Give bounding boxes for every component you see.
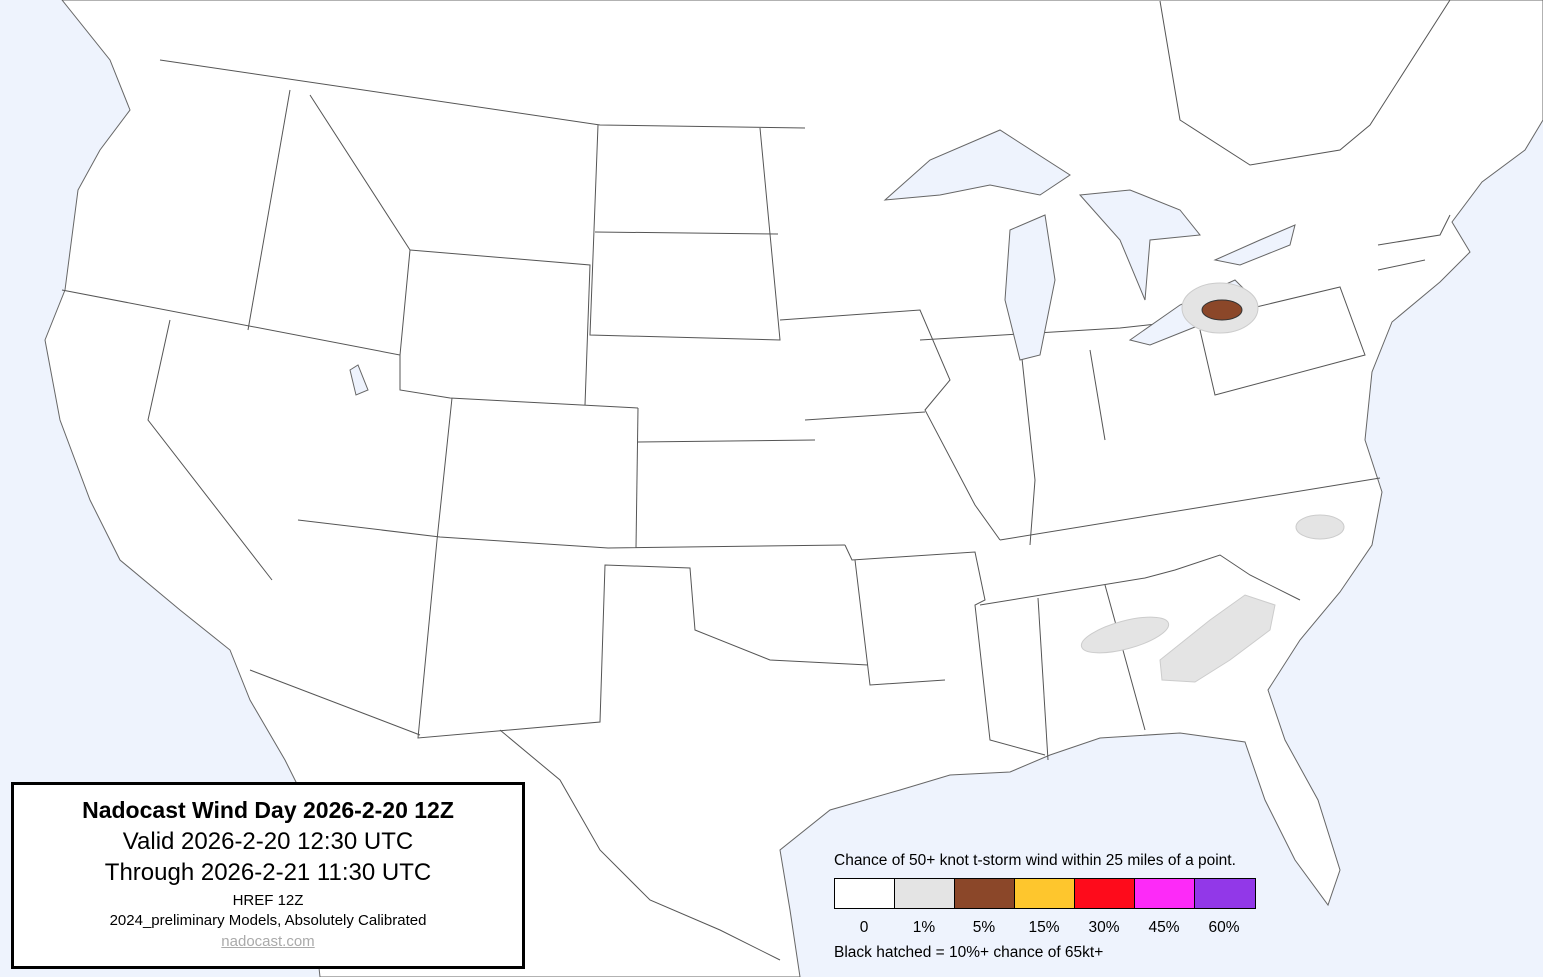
model-run: HREF 12Z — [232, 892, 304, 909]
through-time: Through 2026-2-21 11:30 UTC — [104, 859, 432, 886]
legend-swatch — [895, 879, 955, 908]
hatch-note: Black hatched = 10%+ chance of 65kt+ — [834, 944, 1104, 961]
legend-swatch — [835, 879, 895, 908]
legend-swatch — [955, 879, 1015, 908]
legend-label: 30% — [1088, 919, 1120, 936]
legend-labels: 0 1% 5% 15% 30% 45% 60% — [834, 919, 1254, 937]
legend-swatch — [1075, 879, 1135, 908]
valid-time: Valid 2026-2-20 12:30 UTC — [122, 828, 414, 855]
calibration-note: 2024_preliminary Models, Absolutely Cali… — [109, 912, 427, 929]
legend-color-bar — [834, 878, 1256, 909]
risk-area-1pct — [1295, 514, 1345, 540]
legend-label: 5% — [972, 919, 996, 936]
land-mass — [44, 0, 1543, 977]
legend-swatch — [1195, 879, 1255, 908]
legend-label: 1% — [912, 919, 936, 936]
legend-title: Chance of 50+ knot t-storm wind within 2… — [834, 852, 1236, 869]
forecast-title: Nadocast Wind Day 2026-2-20 12Z — [82, 797, 454, 823]
legend-swatch — [1015, 879, 1075, 908]
probability-contours — [1080, 282, 1345, 683]
legend-label: 15% — [1028, 919, 1060, 936]
risk-area-1pct — [1159, 594, 1276, 683]
risk-area-5pct — [1201, 299, 1243, 321]
legend-label: 45% — [1148, 919, 1180, 936]
state-borders — [61, 0, 1451, 961]
legend-label: 0 — [859, 919, 869, 936]
legend-label: 60% — [1208, 919, 1240, 936]
nadocast-link[interactable]: nadocast.com — [221, 933, 315, 950]
forecast-title-box: Nadocast Wind Day 2026-2-20 12Z Valid 20… — [11, 782, 525, 969]
probability-legend: Chance of 50+ knot t-storm wind within 2… — [834, 852, 1256, 962]
risk-area-1pct — [1080, 616, 1170, 654]
legend-swatch — [1135, 879, 1195, 908]
